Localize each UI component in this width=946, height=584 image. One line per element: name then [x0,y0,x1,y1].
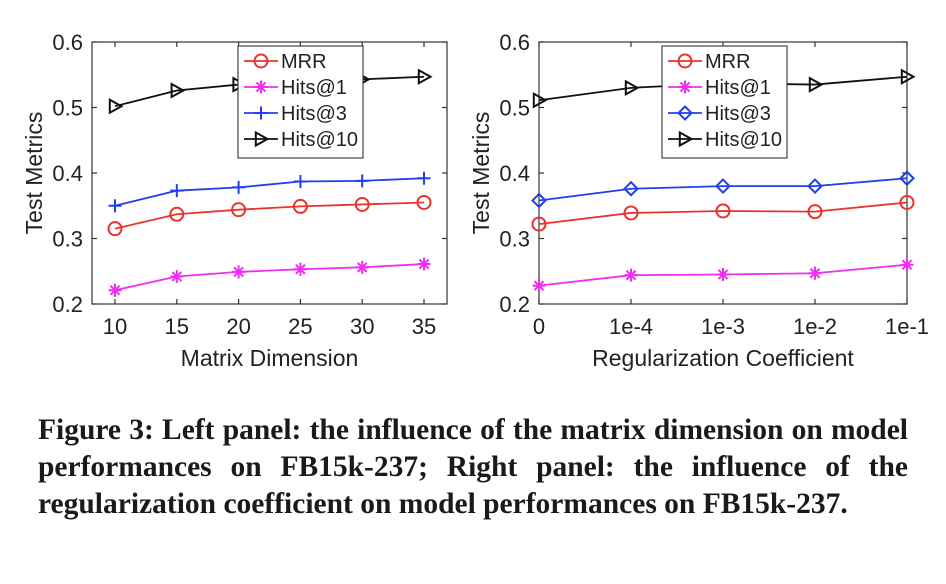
legend-marker [678,80,692,94]
legend-marker [254,80,268,94]
chart-panel-1: 0.2 0.3 0.4 0.5 0.6 10 15 20 25 30 35 Matrix Dimens… [21,30,448,371]
legend-entry: Hits@10 [705,129,782,151]
data-point [715,178,731,195]
legend-marker [254,130,270,148]
legend-marker [678,130,694,148]
data-point [293,175,307,189]
y-axis-label: Test Metrics [468,112,494,235]
data-point [293,262,307,276]
y-tick-label: 0.5 [52,96,83,121]
legend-marker [254,106,268,120]
x-tick-label: 0 [533,314,545,339]
y-tick-label: 0.6 [499,30,530,55]
data-point [807,204,823,220]
data-point [108,199,122,213]
charts-canvas: 0.2 0.3 0.4 0.5 0.6 10 15 20 25 30 35 Matrix Dimens… [21,30,929,371]
data-point [531,192,547,209]
legend: MRR Hits@1 Hits@3 Hits@10 [661,45,788,159]
y-tick-label: 0.5 [499,96,530,121]
data-point [231,202,247,218]
x-tick-label: 20 [226,314,250,339]
x-tick-label: 15 [165,314,189,339]
data-point [807,178,823,195]
legend: MRR Hits@1 Hits@3 Hits@10 [237,45,364,159]
y-tick-label: 0.4 [499,161,530,186]
data-point [416,194,432,210]
data-point [355,260,369,274]
series-line [114,263,425,292]
data-point [232,180,246,194]
series-line [538,201,908,225]
data-point [624,79,640,97]
series-hits-at-3 [108,171,431,213]
data-point [169,206,185,222]
legend-marker [253,53,269,69]
data-point [808,266,822,280]
data-point [355,174,369,188]
data-point [108,283,122,297]
legend-entry: MRR [705,51,751,73]
legend-entry: Hits@1 [705,77,771,99]
x-axis-label: Regularization Coefficient [592,345,854,371]
data-point [354,196,370,212]
data-point [623,180,639,197]
data-point [532,92,548,109]
y-tick-label: 0.3 [499,227,530,252]
x-tick-label: 1e-1 [885,314,929,339]
y-tick-label: 0.4 [52,161,83,186]
data-point [232,265,246,279]
series-hits-at-1 [532,258,914,293]
x-tick-label: 1e-2 [793,314,837,339]
data-point [900,258,914,272]
y-tick-label: 0.6 [52,30,83,55]
data-point [417,257,431,271]
data-point [532,279,546,293]
data-point [292,198,308,214]
data-point [716,268,730,282]
series-hits-at-1 [108,257,431,297]
legend-entry: Hits@3 [705,103,771,125]
y-tick-label: 0.2 [52,292,83,317]
data-point [170,184,184,198]
series-mrr [531,194,915,232]
data-point [623,205,639,221]
chart-panel-2: 0.2 0.3 0.4 0.5 0.6 0 1e-4 1e-3 1e-2 1e-1 Regulari… [468,30,929,371]
series-hits-at-3 [531,170,915,209]
x-axis-label: Matrix Dimension [181,345,359,371]
data-point [170,269,184,283]
series-line [538,177,908,202]
data-point [108,97,124,115]
data-point [531,216,547,232]
data-point [624,268,638,282]
data-point [417,171,431,185]
data-point [900,68,916,85]
series-line [114,177,425,207]
y-tick-label: 0.2 [499,292,530,317]
series-mrr [107,194,432,237]
x-tick-label: 10 [103,314,127,339]
data-point [170,82,186,99]
legend-entry: MRR [281,51,327,73]
x-tick-label: 35 [412,314,436,339]
x-tick-label: 1e-4 [609,314,653,339]
legend-entry: Hits@1 [281,77,347,99]
series-line [114,201,425,230]
data-point [107,221,123,237]
legend-entry: Hits@10 [281,129,358,151]
legend-marker [677,105,693,121]
x-tick-label: 30 [350,314,374,339]
x-tick-label: 25 [288,314,312,339]
data-point [417,68,433,85]
data-point [899,194,915,210]
y-tick-label: 0.3 [52,227,83,252]
figure-caption: Figure 3: Left panel: the influence of t… [38,414,908,520]
x-tick-label: 1e-3 [701,314,745,339]
y-axis-label: Test Metrics [21,112,47,235]
data-point [899,170,915,187]
legend-marker [677,53,693,69]
data-point [715,203,731,219]
legend-entry: Hits@3 [281,103,347,125]
data-point [808,76,824,93]
